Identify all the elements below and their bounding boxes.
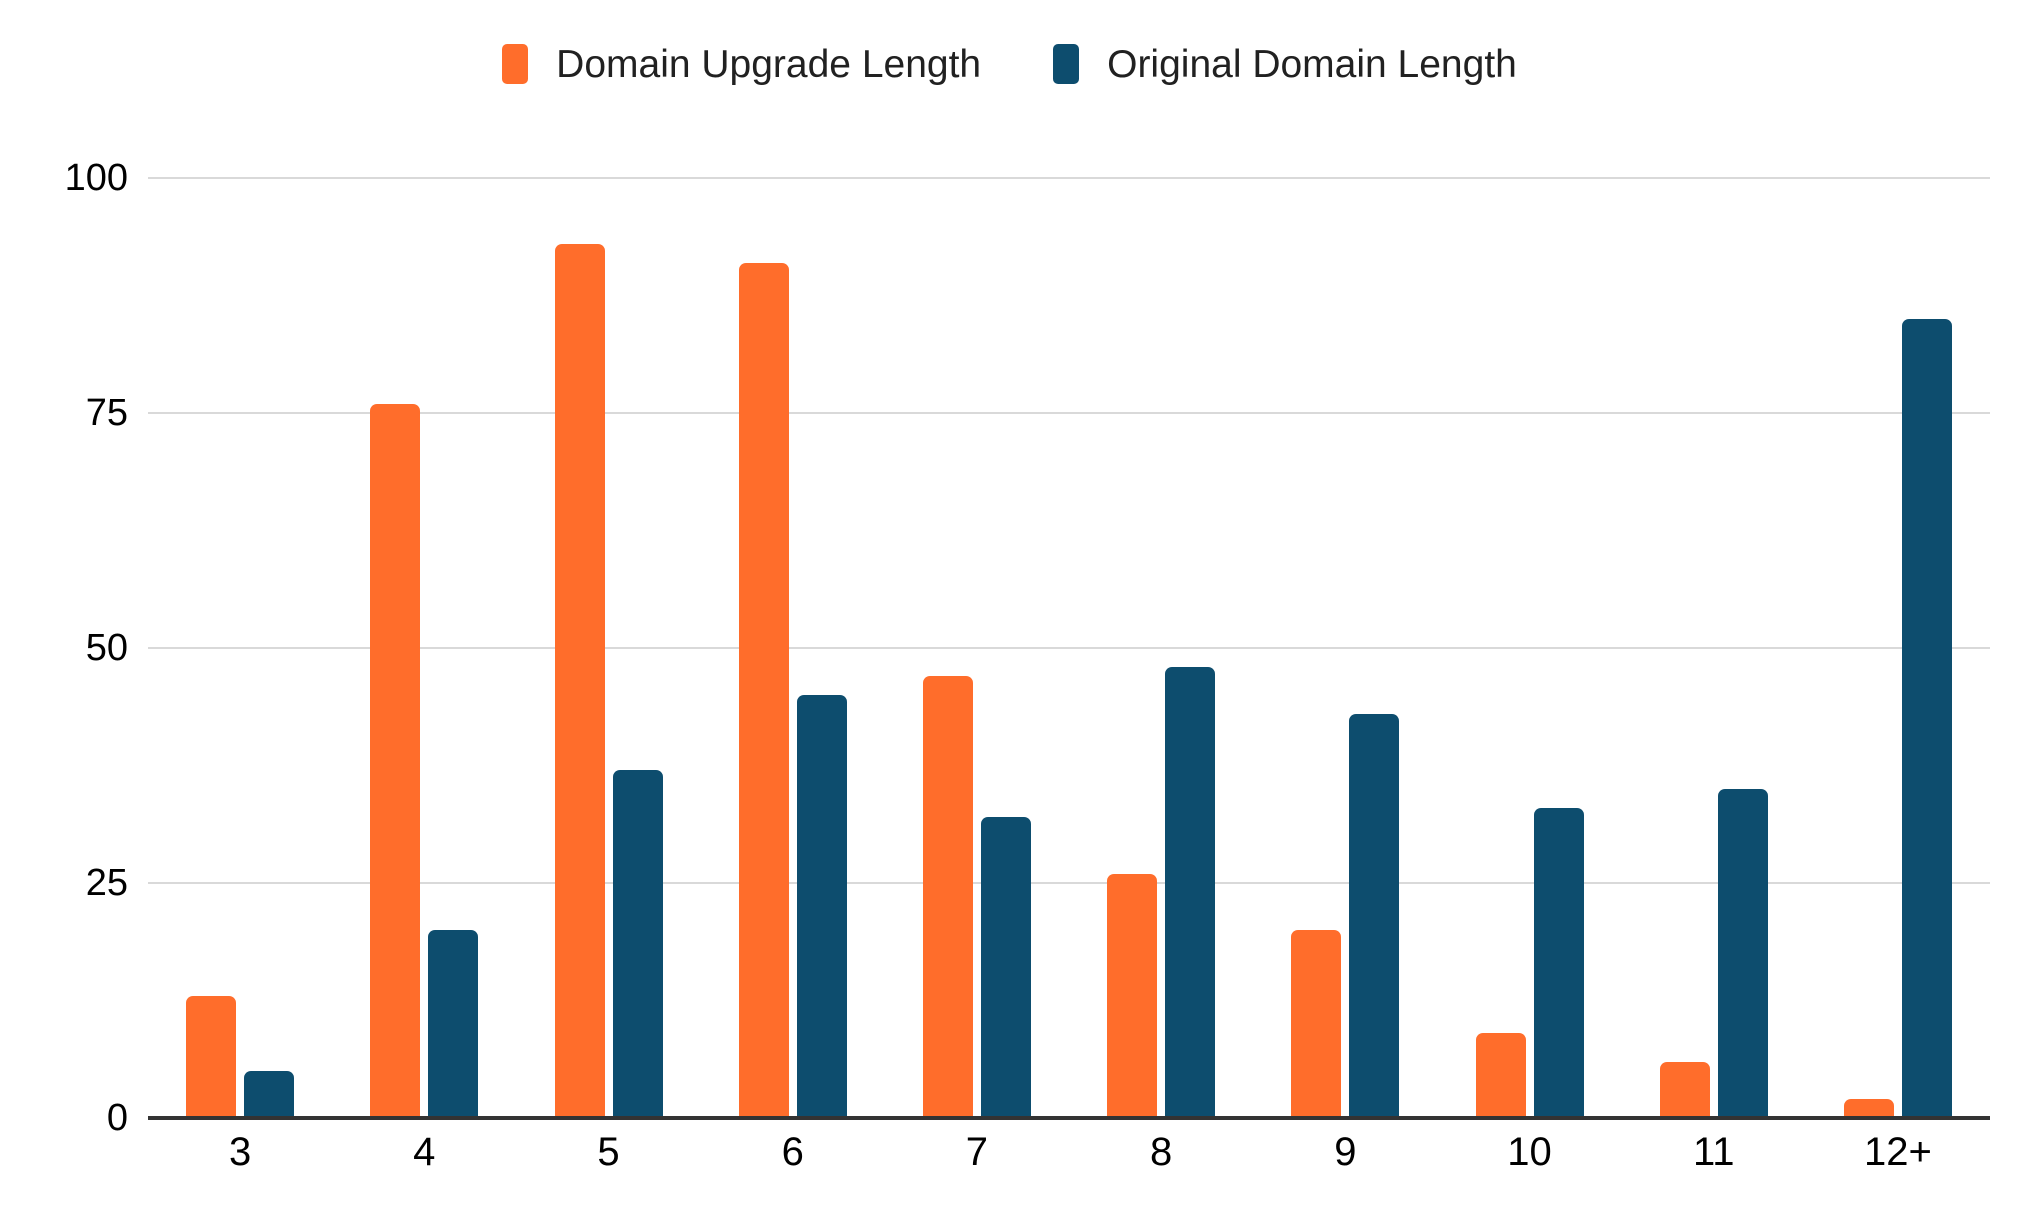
legend-item-original-domain-length: Original Domain Length	[1053, 44, 1517, 84]
bar-group-10	[1437, 178, 1621, 1118]
legend-label: Domain Upgrade Length	[556, 42, 982, 86]
bar-group-3	[148, 178, 332, 1118]
x-axis-tick-label: 9	[1334, 1130, 1357, 1174]
y-axis-tick-label: 100	[64, 157, 128, 199]
x-axis-tick-label: 4	[413, 1130, 436, 1174]
bar-original-domain-length-12+	[1901, 319, 1952, 1118]
gridline-75	[148, 412, 1990, 414]
x-axis-tick-label: 8	[1149, 1130, 1173, 1174]
bar-original-domain-length-6	[796, 695, 847, 1118]
bar-group-6	[701, 178, 885, 1118]
bar-domain-upgrade-length-5	[554, 244, 605, 1118]
bar-group-12+	[1806, 178, 1990, 1118]
bar-original-domain-length-8	[1165, 667, 1216, 1118]
legend-swatch-blue-icon	[1053, 44, 1080, 84]
bar-original-domain-length-4	[428, 930, 479, 1118]
bar-original-domain-length-3	[244, 1071, 295, 1118]
bar-original-domain-length-11	[1717, 789, 1768, 1118]
bar-group-5	[516, 178, 700, 1118]
x-axis-tick-label: 11	[1692, 1130, 1735, 1174]
x-axis-tick-label: 6	[781, 1130, 804, 1174]
bar-domain-upgrade-length-6	[738, 263, 789, 1118]
bar-original-domain-length-10	[1533, 808, 1584, 1118]
legend-item-domain-upgrade-length: Domain Upgrade Length	[502, 44, 981, 84]
x-axis-tick-label: 3	[228, 1130, 252, 1174]
bar-group-9	[1253, 178, 1437, 1118]
gridline-50	[148, 647, 1990, 649]
bar-groups	[148, 178, 1990, 1118]
bar-domain-upgrade-length-9	[1291, 930, 1342, 1118]
bar-domain-upgrade-length-11	[1659, 1062, 1710, 1118]
x-axis-tick-label: 12+	[1864, 1130, 1932, 1174]
y-axis-tick-label: 25	[85, 862, 128, 904]
legend-swatch-orange-icon	[502, 44, 529, 84]
gridline-100	[148, 177, 1990, 179]
bar-group-7	[885, 178, 1069, 1118]
bar-domain-upgrade-length-7	[922, 676, 973, 1118]
bar-domain-upgrade-length-3	[186, 996, 237, 1118]
bar-original-domain-length-9	[1349, 714, 1400, 1118]
x-axis-line	[148, 1116, 1990, 1120]
plot-area	[148, 177, 1990, 1120]
bar-original-domain-length-7	[980, 817, 1031, 1118]
chart-legend: Domain Upgrade Length Original Domain Le…	[0, 44, 2019, 84]
bar-domain-upgrade-length-10	[1475, 1033, 1526, 1118]
gridline-25	[148, 882, 1990, 884]
bar-group-8	[1069, 178, 1253, 1118]
x-axis-tick-label: 5	[597, 1130, 620, 1174]
bar-original-domain-length-5	[612, 770, 663, 1118]
y-axis-tick-label: 50	[85, 627, 128, 669]
y-axis-tick-label: 0	[106, 1097, 128, 1139]
x-axis-tick-label: 10	[1507, 1130, 1552, 1174]
bar-domain-upgrade-length-8	[1107, 874, 1158, 1118]
bar-group-4	[332, 178, 516, 1118]
x-axis-tick-label: 7	[965, 1130, 989, 1174]
bar-domain-upgrade-length-12+	[1843, 1099, 1894, 1118]
legend-label: Original Domain Length	[1107, 42, 1517, 86]
bar-domain-upgrade-length-4	[370, 404, 421, 1118]
y-axis-tick-label: 75	[85, 392, 128, 434]
bar-group-11	[1622, 178, 1806, 1118]
x-axis-labels: 3 4 5 6 7 8 9 10 11 12+	[148, 1132, 1990, 1172]
